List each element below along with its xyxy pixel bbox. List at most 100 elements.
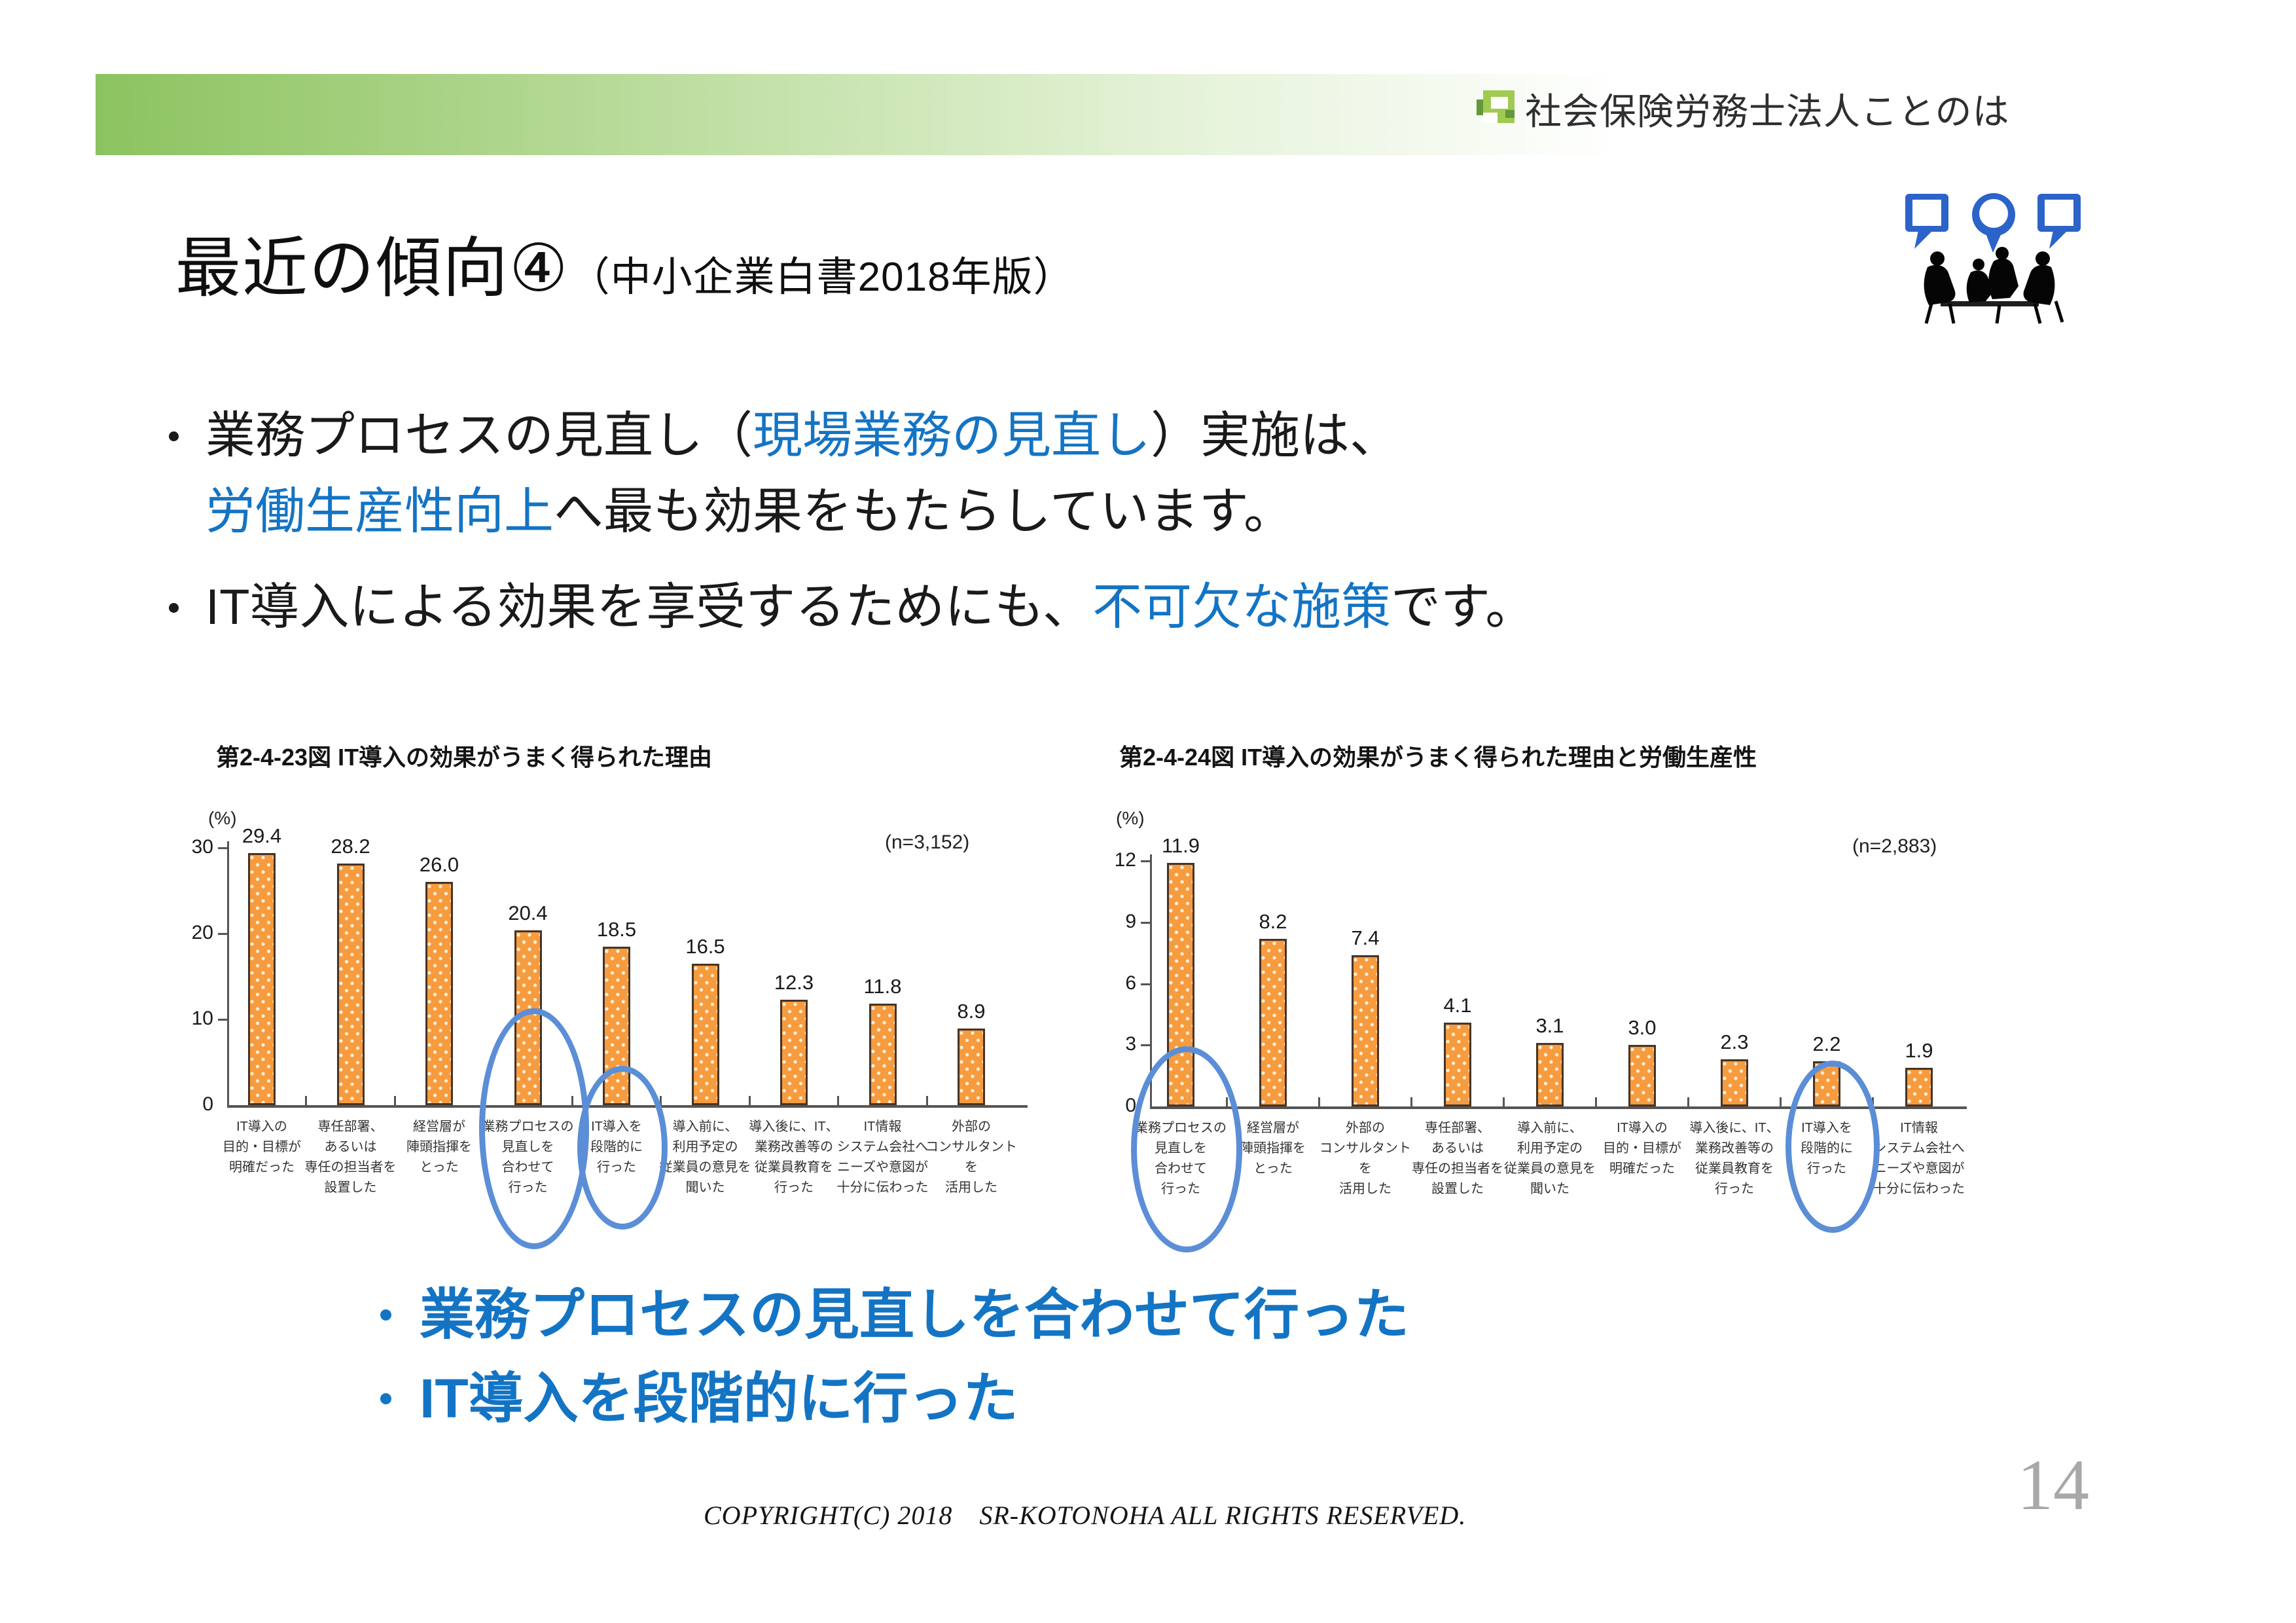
key-points: 業務プロセスの見直し（現場業務の見直し）実施は、労働生産性向上へ最も効果をもたら… — [165, 398, 2161, 646]
y-axis-label: 20 — [191, 922, 213, 943]
chart-it-effect-reasons-productivity: 第2-4-24図 IT導入の効果がうまく得られた理由と労働生産性 (%) (n=… — [1113, 733, 2042, 1257]
header-gradient-bar — [96, 74, 1621, 155]
y-axis-tick — [1141, 860, 1152, 862]
y-axis-unit-label: (%) — [208, 808, 237, 828]
conclusion-item: IT導入を段階的に行った — [376, 1357, 1409, 1440]
conclusion-item: 業務プロセスの見直しを合わせて行った — [376, 1273, 1409, 1357]
category-label: IT情報 システム会社へ ニーズや意図が 十分に伝わった — [836, 1120, 929, 1195]
conclusion-text: 業務プロセスの見直しを合わせて行った — [420, 1284, 1410, 1345]
x-axis-tick — [1318, 1097, 1320, 1106]
category-label: 外部の コンサルタントを 活用した — [1319, 1121, 1411, 1196]
y-axis-tick — [218, 847, 229, 849]
bar-value-label: 20.4 — [508, 901, 548, 924]
y-axis-label: 3 — [1125, 1033, 1136, 1055]
bar — [1352, 955, 1379, 1106]
bar — [1721, 1059, 1748, 1106]
bar-value-label: 2.2 — [1812, 1032, 1841, 1056]
bar-value-label: 8.9 — [957, 1000, 986, 1023]
x-axis-tick — [393, 1096, 396, 1105]
page-title-main: 最近の傾向④ — [175, 232, 569, 305]
conclusions: 業務プロセスの見直しを合わせて行った IT導入を段階的に行った — [376, 1273, 1409, 1440]
page-title: 最近の傾向④ （中小企業白書2018年版） — [175, 228, 1075, 310]
chart-plot-area: 0 3 6 9 12 11.9 業務プロセスの 見直しを 合わせて 行った 8.2 経営層が 陣… — [1113, 733, 2042, 1257]
brand: 社会保険労務士法人ことのは — [1477, 82, 2009, 136]
bar — [1536, 1043, 1564, 1106]
bullet-dot-icon — [165, 570, 206, 646]
emphasis-ellipse — [1785, 1061, 1880, 1233]
x-axis-tick — [660, 1096, 662, 1105]
bar — [1905, 1067, 1933, 1106]
bar — [336, 863, 365, 1105]
key-point-text: 労働生産性向上へ最も効果をもたらしています。 — [206, 484, 1294, 539]
y-axis-label: 0 — [1125, 1095, 1136, 1116]
conclusion-text: IT導入を段階的に行った — [420, 1368, 1018, 1429]
bar-value-label: 18.5 — [596, 917, 637, 941]
key-point-text: IT導入による効果を享受するためにも、不可欠な施策です。 — [206, 579, 1535, 635]
bar-value-label: 3.1 — [1535, 1014, 1564, 1038]
y-axis-unit-label: (%) — [1116, 808, 1145, 828]
chart-it-effect-reasons: 第2-4-23図 IT導入の効果がうまく得られた理由 (%) (n=3,152)… — [192, 733, 1113, 1257]
bullet-dot-icon — [165, 474, 206, 550]
bar-value-label: 26.0 — [419, 853, 459, 877]
x-axis-tick — [1687, 1097, 1689, 1106]
bar — [958, 1029, 985, 1105]
brand-name: 社会保険労務士法人ことのは — [1525, 91, 2010, 132]
key-point-item: 業務プロセスの見直し（現場業務の見直し）実施は、 — [165, 398, 2161, 474]
bar — [1444, 1022, 1471, 1106]
y-axis-label: 12 — [1114, 849, 1136, 871]
emphasis-ellipse — [577, 1066, 668, 1230]
x-axis-tick — [748, 1096, 751, 1105]
category-label: IT情報 システム会社へ ニーズや意図が 十分に伝わった — [1873, 1121, 1965, 1196]
y-axis-tick — [218, 1019, 229, 1021]
bar-value-label: 11.9 — [1161, 834, 1200, 858]
bar-value-label: 12.3 — [774, 970, 814, 994]
category-label: 導入前に、 利用予定の 従業員の意見を 聞いた — [659, 1120, 751, 1195]
y-axis-label: 0 — [202, 1093, 213, 1115]
x-axis-line — [1150, 1106, 1967, 1109]
y-axis-label: 30 — [191, 836, 213, 858]
category-label: 経営層が 陣頭指揮を とった — [1240, 1121, 1306, 1176]
x-axis-tick — [1780, 1097, 1782, 1106]
category-label: 専任部署、 あるいは 専任の担当者を 設置した — [304, 1120, 397, 1195]
bar — [425, 882, 453, 1105]
y-axis-tick — [1141, 1044, 1152, 1047]
y-axis-label: 9 — [1125, 910, 1136, 932]
x-axis-tick — [1503, 1097, 1505, 1106]
category-label: 導入後に、IT、 業務改善等の 従業員教育を 行った — [1689, 1121, 1780, 1196]
bar-value-label: 8.2 — [1259, 909, 1287, 933]
sample-size-label: (n=3,152) — [885, 831, 970, 853]
bullet-dot-icon — [376, 1357, 420, 1440]
y-axis-label: 6 — [1125, 972, 1136, 994]
y-axis-label: 10 — [191, 1008, 213, 1029]
page-title-suffix: （中小企業白書2018年版） — [569, 255, 1075, 300]
y-axis-line — [227, 841, 229, 1108]
y-axis-tick — [218, 933, 229, 935]
bar-value-label: 29.4 — [242, 824, 282, 847]
category-label: IT導入の 目的・目標が 明確だった — [223, 1120, 301, 1175]
bar-value-label: 11.8 — [863, 975, 902, 998]
category-label: IT導入の 目的・目標が 明確だった — [1603, 1121, 1681, 1176]
sample-size-label: (n=2,883) — [1852, 835, 1937, 857]
bar — [780, 999, 808, 1105]
page-number: 14 — [2017, 1445, 2089, 1525]
copyright-text: COPYRIGHT(C) 2018 SR-KOTONOHA ALL RIGHTS… — [704, 1501, 1467, 1530]
category-label: 導入後に、IT、 業務改善等の 従業員教育を 行った — [749, 1120, 839, 1195]
bar-value-label: 1.9 — [1905, 1038, 1933, 1062]
key-point-item: IT導入による効果を享受するためにも、不可欠な施策です。 — [165, 570, 2161, 646]
y-axis-tick — [1141, 983, 1152, 985]
chart-plot-area: 0 10 20 30 29.4 IT導入の 目的・目標が 明確だった 28.2 専任部署、 あ… — [192, 733, 1113, 1257]
bar-value-label: 7.4 — [1351, 926, 1380, 949]
category-label: 経営層が 陣頭指揮を とった — [406, 1120, 472, 1175]
bar-value-label: 4.1 — [1443, 993, 1472, 1017]
emphasis-ellipse — [1131, 1046, 1242, 1252]
category-label: 専任部署、 あるいは 専任の担当者を 設置した — [1412, 1121, 1503, 1196]
bar — [869, 1004, 897, 1105]
bar — [1259, 938, 1287, 1106]
bar — [691, 963, 719, 1105]
key-point-continuation: 労働生産性向上へ最も効果をもたらしています。 — [165, 474, 2161, 550]
brand-logo-icon — [1477, 90, 1515, 123]
category-label: 外部の コンサルタントを 活用した — [925, 1120, 1017, 1195]
bar — [1628, 1045, 1656, 1106]
category-label: 導入前に、 利用予定の 従業員の意見を 聞いた — [1504, 1121, 1596, 1196]
bar-value-label: 3.0 — [1628, 1016, 1657, 1040]
